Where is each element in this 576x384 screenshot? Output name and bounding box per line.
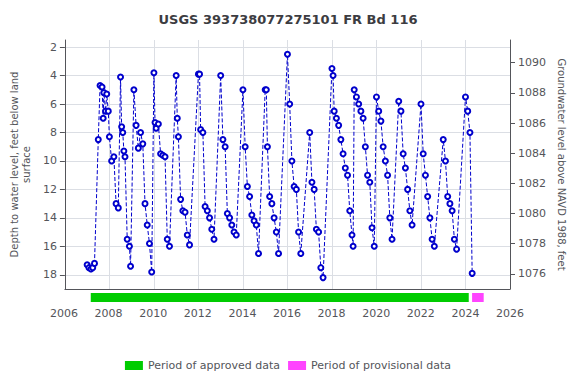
svg-text:2008: 2008: [95, 307, 123, 320]
svg-text:2012: 2012: [184, 307, 212, 320]
svg-text:2010: 2010: [139, 307, 167, 320]
svg-text:18: 18: [43, 268, 57, 281]
svg-text:2006: 2006: [50, 307, 78, 320]
svg-text:8: 8: [50, 126, 57, 139]
svg-text:1088: 1088: [518, 86, 546, 99]
svg-text:USGS 393738077275101 FR Bd 116: USGS 393738077275101 FR Bd 116: [159, 12, 418, 27]
svg-text:10: 10: [43, 154, 57, 167]
svg-text:16: 16: [43, 240, 57, 253]
svg-text:2016: 2016: [273, 307, 301, 320]
svg-text:Period of approved data: Period of approved data: [148, 359, 280, 372]
svg-text:2022: 2022: [407, 307, 435, 320]
svg-text:1078: 1078: [518, 237, 546, 250]
svg-text:12: 12: [43, 183, 57, 196]
svg-text:Period of provisional data: Period of provisional data: [311, 359, 451, 372]
svg-text:1080: 1080: [518, 207, 546, 220]
svg-text:2018: 2018: [318, 307, 346, 320]
svg-text:2: 2: [50, 41, 57, 54]
svg-text:1082: 1082: [518, 177, 546, 190]
svg-text:2024: 2024: [451, 307, 479, 320]
svg-text:4: 4: [50, 69, 57, 82]
svg-text:1090: 1090: [518, 56, 546, 69]
svg-text:1086: 1086: [518, 117, 546, 130]
svg-text:2020: 2020: [362, 307, 390, 320]
svg-text:surface: surface: [21, 146, 32, 183]
svg-text:Groundwater level above NAVD 1: Groundwater level above NAVD 1988, feet: [556, 58, 567, 270]
svg-text:14: 14: [43, 211, 57, 224]
svg-text:1084: 1084: [518, 147, 546, 160]
svg-text:1076: 1076: [518, 267, 546, 280]
svg-text:2026: 2026: [496, 307, 524, 320]
svg-text:6: 6: [50, 98, 57, 111]
svg-text:2014: 2014: [228, 307, 256, 320]
svg-text:Depth to water level, feet bel: Depth to water level, feet below land: [9, 72, 20, 258]
